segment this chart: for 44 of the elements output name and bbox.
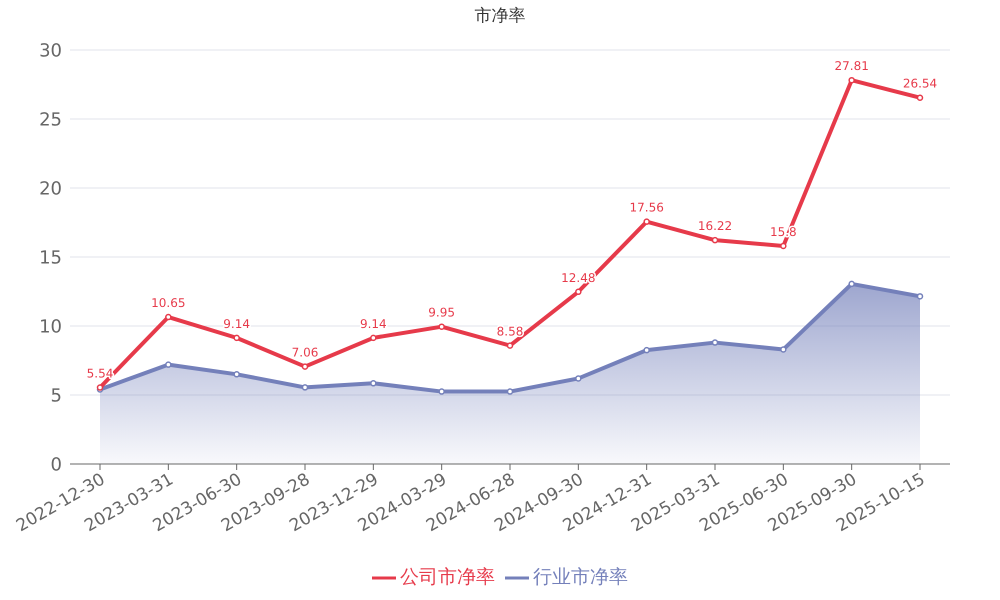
y-tick-label: 30 bbox=[39, 40, 62, 62]
y-tick-label: 0 bbox=[50, 454, 62, 476]
point bbox=[643, 218, 650, 225]
y-tick-label: 15 bbox=[39, 247, 62, 268]
point bbox=[302, 363, 308, 370]
point bbox=[780, 346, 787, 353]
data-label: 26.54 bbox=[902, 76, 938, 91]
point bbox=[712, 236, 718, 244]
point bbox=[712, 339, 718, 346]
point bbox=[848, 76, 855, 84]
y-tick-label: 20 bbox=[39, 178, 62, 200]
data-label: 8.58 bbox=[496, 324, 524, 339]
data-label: 16.22 bbox=[698, 219, 732, 234]
data-label: 10.65 bbox=[151, 296, 186, 310]
data-label: 9.95 bbox=[428, 306, 456, 320]
point bbox=[438, 323, 445, 330]
point bbox=[780, 242, 787, 250]
point bbox=[370, 334, 377, 342]
y-tick-label: 25 bbox=[39, 109, 62, 130]
point bbox=[165, 361, 172, 368]
point bbox=[506, 388, 514, 395]
data-label: 9.14 bbox=[223, 316, 250, 331]
y-tick-label: 10 bbox=[39, 316, 62, 338]
point bbox=[370, 380, 377, 387]
point bbox=[848, 280, 855, 288]
point bbox=[575, 375, 582, 382]
data-label: 7.06 bbox=[292, 346, 318, 360]
point bbox=[575, 288, 582, 296]
point bbox=[302, 384, 308, 391]
chart-title: 市净率 bbox=[474, 5, 526, 27]
data-label: 27.81 bbox=[834, 59, 869, 74]
legend-label: 行业市净率 bbox=[533, 566, 628, 588]
point bbox=[916, 94, 924, 101]
point bbox=[165, 314, 172, 320]
point bbox=[233, 334, 240, 342]
point bbox=[643, 346, 650, 354]
y-tick-label: 5 bbox=[50, 385, 62, 406]
legend-label: 公司市净率 bbox=[400, 566, 495, 588]
point bbox=[916, 293, 924, 300]
data-label: 9.14 bbox=[360, 316, 387, 331]
data-label: 17.56 bbox=[629, 200, 664, 215]
point bbox=[438, 388, 445, 395]
point bbox=[233, 371, 240, 378]
point bbox=[506, 342, 514, 349]
